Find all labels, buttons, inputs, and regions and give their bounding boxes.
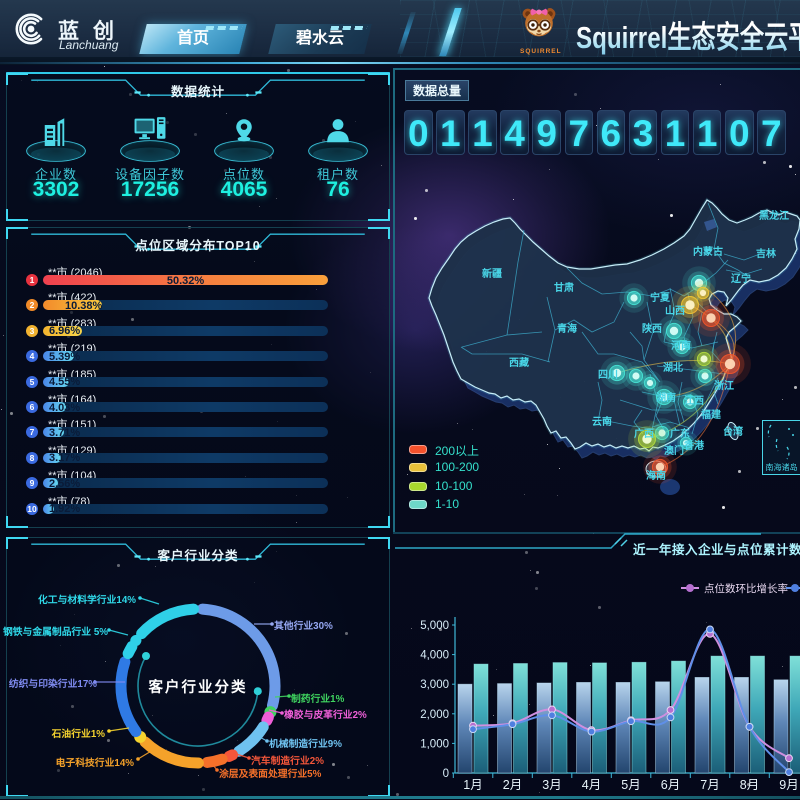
svg-text:四川: 四川 (598, 369, 618, 381)
svg-text:7月: 7月 (700, 778, 719, 792)
svg-text:广东: 广东 (670, 427, 690, 440)
svg-text:2,000: 2,000 (420, 709, 449, 721)
svg-text:近一年接入企业与点位累计数: 近一年接入企业与点位累计数 (633, 542, 800, 557)
svg-text:4,000: 4,000 (420, 650, 449, 662)
svg-text:3月: 3月 (542, 778, 561, 792)
svg-text:浙江: 浙江 (714, 379, 734, 392)
svg-text:青海: 青海 (557, 322, 577, 335)
svg-text:西藏: 西藏 (509, 356, 529, 369)
svg-text:2月: 2月 (503, 778, 522, 792)
svg-text:0: 0 (443, 768, 449, 780)
svg-text:黑龙江: 黑龙江 (759, 209, 789, 222)
svg-text:广西: 广西 (634, 427, 654, 440)
svg-text:山西: 山西 (665, 304, 685, 317)
svg-text:6月: 6月 (661, 778, 680, 792)
svg-text:湖北: 湖北 (663, 361, 683, 374)
svg-text:台湾: 台湾 (723, 425, 743, 438)
svg-text:1月: 1月 (463, 778, 482, 792)
svg-text:5月: 5月 (621, 778, 640, 792)
svg-text:内蒙古: 内蒙古 (693, 245, 723, 258)
svg-text:8月: 8月 (740, 778, 759, 792)
svg-text:河南: 河南 (671, 339, 691, 352)
svg-text:甘肃: 甘肃 (554, 281, 574, 294)
svg-text:陕西: 陕西 (642, 322, 662, 335)
svg-text:9月: 9月 (779, 778, 798, 792)
svg-text:点位数环比增长率: 点位数环比增长率 (704, 582, 788, 595)
svg-text:辽宁: 辽宁 (731, 272, 751, 285)
svg-text:江西: 江西 (684, 394, 704, 407)
svg-text:云南: 云南 (592, 415, 612, 428)
svg-text:1,000: 1,000 (420, 738, 449, 750)
svg-text:新疆: 新疆 (482, 267, 502, 280)
svg-text:3,000: 3,000 (420, 679, 449, 691)
svg-text:澳门: 澳门 (664, 444, 684, 457)
svg-text:海南: 海南 (646, 469, 666, 482)
svg-text:福建: 福建 (700, 408, 722, 421)
svg-text:湖南: 湖南 (656, 391, 676, 404)
svg-text:5,000: 5,000 (420, 620, 449, 632)
svg-text:吉林: 吉林 (756, 247, 777, 260)
svg-text:香港: 香港 (684, 439, 705, 452)
svg-text:4月: 4月 (582, 778, 601, 792)
svg-text:宁夏: 宁夏 (650, 291, 671, 304)
